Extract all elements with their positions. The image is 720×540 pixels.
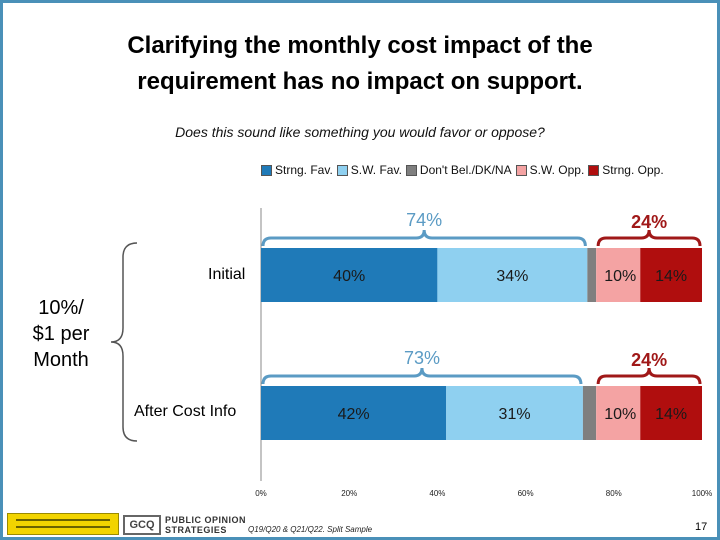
legend-swatch bbox=[336, 164, 348, 176]
gcq-logo: GCQ bbox=[123, 515, 161, 535]
data-label-strong-opp: 14% bbox=[655, 406, 687, 423]
x-tick-label: 60% bbox=[518, 489, 534, 498]
bar-segment-sw-opp bbox=[596, 248, 641, 302]
legend-item-strong-fav: Strng. Fav. bbox=[261, 163, 333, 177]
x-tick-label: 20% bbox=[341, 489, 357, 498]
legend-swatch bbox=[405, 164, 417, 176]
favor-bracket bbox=[261, 229, 587, 247]
favor-total-label: 73% bbox=[404, 348, 440, 368]
favor-bracket bbox=[261, 367, 583, 385]
group-brace bbox=[110, 242, 138, 442]
data-label-sw-opp: 10% bbox=[604, 406, 636, 423]
favor-total-label: 74% bbox=[406, 210, 442, 230]
category-label-initial: Initial bbox=[208, 266, 246, 283]
group-label-line-2: $1 per bbox=[32, 323, 90, 345]
bar-segment-sw-fav bbox=[446, 386, 583, 440]
source-note: Q19/Q20 & Q21/Q22. Split Sample bbox=[248, 525, 373, 534]
data-label-sw-opp: 10% bbox=[604, 268, 636, 285]
legend-item-strong-opp: Strng. Opp. bbox=[588, 163, 664, 177]
legend-swatch bbox=[261, 164, 272, 176]
group-label-line-1: 10%/ bbox=[38, 297, 84, 319]
data-label-strong-fav: 40% bbox=[333, 268, 365, 285]
bar-segment-dont-know bbox=[587, 248, 597, 302]
oppose-total-label: 24% bbox=[631, 212, 667, 232]
client-logo bbox=[7, 513, 119, 535]
pos-logo-line-2: STRATEGIES bbox=[165, 525, 227, 535]
group-label: 10%/ $1 per Month bbox=[21, 295, 101, 373]
oppose-bracket bbox=[596, 229, 702, 247]
bar-segment-dont-know bbox=[582, 386, 597, 440]
title-line-2: requirement has no impact on support. bbox=[137, 68, 583, 95]
pos-logo-line-1: PUBLIC OPINION bbox=[165, 515, 247, 525]
legend-item-sw-fav: S.W. Fav. bbox=[336, 163, 402, 177]
legend-swatch bbox=[515, 164, 527, 176]
data-label-strong-opp: 14% bbox=[655, 268, 687, 285]
bar-segment-strong-fav bbox=[261, 386, 447, 440]
bar-segment-strong-opp bbox=[640, 248, 702, 302]
legend-swatch bbox=[588, 164, 600, 176]
data-label-sw-fav: 31% bbox=[499, 406, 531, 423]
category-label-after-cost: After Cost Info bbox=[134, 403, 237, 420]
legend-item-sw-opp: S.W. Opp. bbox=[515, 163, 585, 177]
legend-label: Strng. Opp. bbox=[602, 163, 664, 177]
bar-segment-sw-fav bbox=[437, 248, 588, 302]
x-tick-label: 0% bbox=[255, 489, 267, 498]
legend-label: Don't Bel./DK/NA bbox=[419, 163, 512, 177]
data-label-sw-fav: 34% bbox=[496, 268, 528, 285]
stacked-bar-chart: 40% 34% 10% 14% 74% 24% 42% 31% 10% 14% 73% 24% 0% 20… bbox=[110, 208, 712, 498]
chart-subtitle: Does this sound like something you would… bbox=[175, 124, 545, 140]
group-label-line-3: Month bbox=[33, 349, 89, 371]
oppose-bracket bbox=[596, 367, 702, 385]
legend-label: S.W. Opp. bbox=[529, 163, 585, 177]
pos-logo: PUBLIC OPINION STRATEGIES bbox=[165, 515, 246, 535]
title-line-1: Clarifying the monthly cost impact of th… bbox=[127, 32, 593, 59]
chart-legend: Strng. Fav. S.W. Fav. Don't Bel./DK/NA S… bbox=[261, 161, 668, 179]
x-tick-label: 100% bbox=[692, 489, 712, 498]
legend-label: Strng. Fav. bbox=[275, 163, 333, 177]
x-tick-label: 80% bbox=[606, 489, 622, 498]
page-number: 17 bbox=[695, 521, 708, 533]
oppose-total-label: 24% bbox=[631, 350, 667, 370]
x-tick-label: 40% bbox=[429, 489, 445, 498]
legend-item-dont-know: Don't Bel./DK/NA bbox=[405, 163, 512, 177]
bar-segment-strong-fav bbox=[261, 248, 438, 302]
data-label-strong-fav: 42% bbox=[338, 406, 370, 423]
bar-segment-sw-opp bbox=[596, 386, 641, 440]
bar-segment-strong-opp bbox=[640, 386, 702, 440]
legend-label: S.W. Fav. bbox=[350, 163, 402, 177]
slide-title: Clarifying the monthly cost impact of th… bbox=[3, 28, 717, 100]
